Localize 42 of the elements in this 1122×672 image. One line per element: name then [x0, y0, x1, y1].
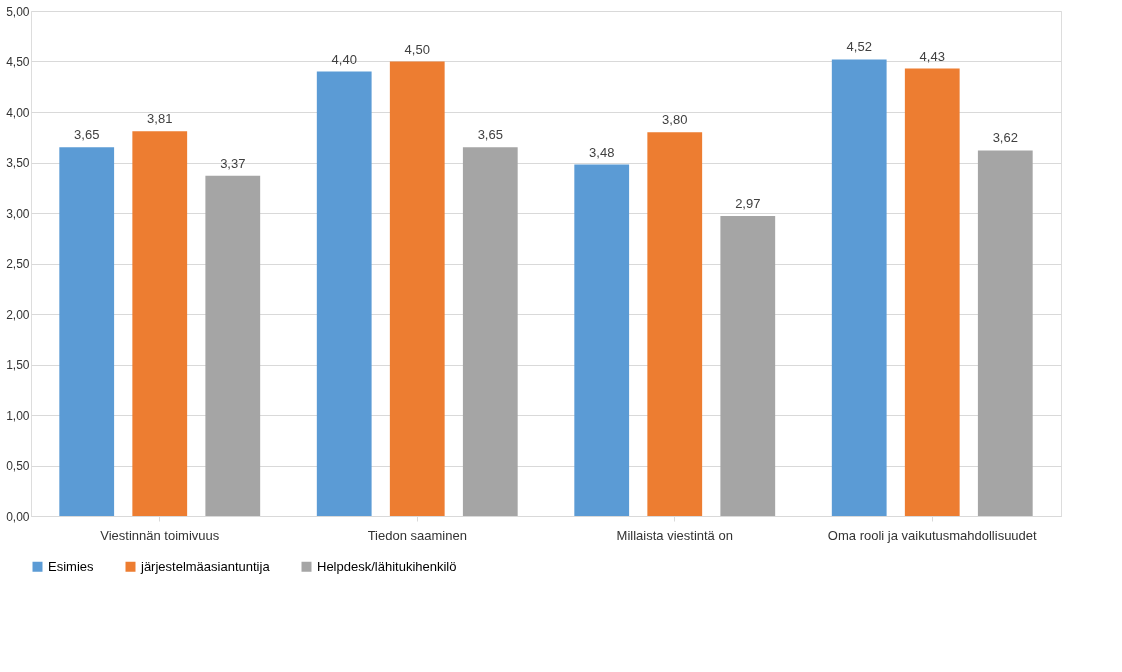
bar — [720, 216, 776, 516]
bar — [132, 131, 188, 516]
bar — [389, 61, 445, 516]
bar — [831, 59, 887, 516]
data-label: 3,81 — [147, 111, 173, 127]
bar — [205, 175, 261, 516]
data-label: 3,65 — [477, 127, 503, 143]
data-label: 3,65 — [74, 127, 100, 143]
data-label: 4,52 — [846, 39, 872, 55]
y-tick-label: 4,00 — [6, 105, 30, 120]
bar — [574, 164, 630, 516]
y-tick-label: 2,50 — [6, 257, 30, 271]
y-tick-label: 1,50 — [6, 358, 30, 372]
x-tick-label: Oma rooli ja vaikutusmahdollisuudet — [827, 527, 1038, 543]
x-tick-label: Millaista viestintä on — [616, 527, 733, 543]
x-tick-label: Tiedon saaminen — [367, 527, 467, 543]
bar — [462, 147, 518, 516]
data-label: 4,43 — [919, 48, 945, 64]
bar — [59, 147, 115, 516]
bar — [316, 71, 372, 516]
x-tick-label: Viestinnän toimivuus — [100, 527, 220, 543]
legend-label: Helpdesk/lähitukihenkilö — [317, 558, 457, 574]
data-label: 3,80 — [662, 112, 688, 128]
y-tick-label: 0,00 — [6, 509, 30, 524]
legend-label: Esimies — [48, 558, 95, 574]
y-tick-label: 5,00 — [6, 4, 30, 19]
bar — [647, 132, 703, 516]
data-label: 4,40 — [331, 51, 357, 67]
y-tick-label: 3,00 — [6, 206, 30, 221]
data-label: 4,50 — [404, 41, 430, 57]
data-label: 3,62 — [992, 130, 1018, 146]
bar — [977, 150, 1033, 516]
bar — [904, 68, 960, 516]
y-tick-label: 3,50 — [6, 156, 30, 170]
legend-label: järjestelmäasiantuntija — [140, 558, 271, 574]
y-tick-label: 4,50 — [6, 55, 30, 69]
y-tick-label: 1,00 — [6, 408, 30, 423]
data-label: 2,97 — [735, 196, 761, 212]
y-tick-label: 0,50 — [6, 459, 30, 473]
y-tick-label: 2,00 — [6, 307, 30, 322]
data-label: 3,48 — [589, 144, 615, 160]
data-label: 3,37 — [220, 155, 246, 171]
